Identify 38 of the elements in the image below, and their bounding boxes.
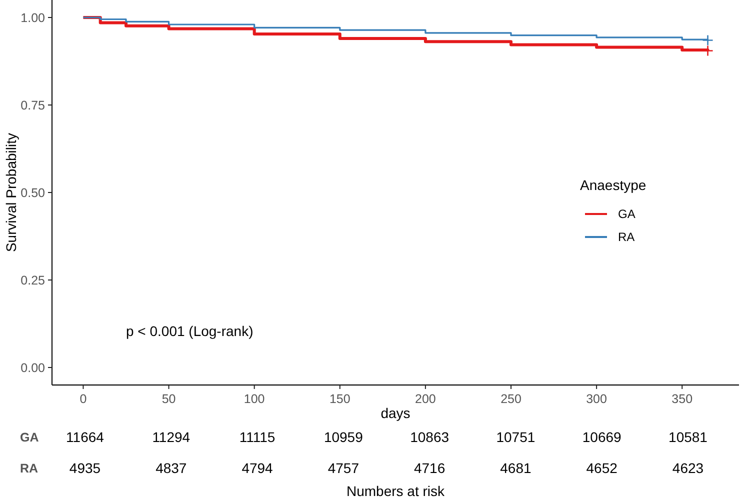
x-tick-label: 50 [162, 392, 176, 406]
data-label: 10669 [582, 428, 622, 445]
x-tick-label: 350 [672, 392, 693, 406]
data-label: 10581 [668, 428, 708, 445]
data-label: 10959 [324, 428, 364, 445]
data-label: 4757 [328, 460, 360, 476]
legend-label: GA [618, 207, 636, 222]
y-tick-label: GA [20, 430, 39, 444]
data-label: 11115 [239, 428, 276, 445]
data-label: 4681 [500, 460, 532, 476]
legend-label: RA [618, 230, 635, 244]
y-tick-label: 0.25 [20, 273, 46, 288]
y-tick-label: 0.00 [20, 360, 46, 375]
legend-title: Anaestype [580, 177, 646, 193]
data-label: 10751 [496, 428, 536, 445]
x-axis-title: Numbers at risk [346, 483, 446, 499]
x-tick-label: 250 [500, 392, 522, 406]
y-axis-title: Survival Probability [3, 132, 19, 252]
x-tick-label: 100 [244, 392, 265, 406]
y-tick-label: 0.50 [20, 186, 46, 200]
data-label: 4794 [242, 460, 274, 476]
data-label: 4935 [69, 460, 101, 476]
x-tick-label: 300 [586, 392, 608, 406]
data-label: 4716 [414, 460, 446, 476]
x-tick-label: 200 [415, 392, 436, 406]
annotation: p < 0.001 (Log-rank) [126, 323, 254, 339]
data-label: 4652 [586, 460, 618, 476]
y-tick-label: 1.00 [20, 10, 46, 25]
x-axis-title: days [380, 405, 410, 421]
data-label: 11664 [66, 428, 104, 445]
x-tick-label: 150 [329, 392, 350, 406]
y-tick-label: 0.75 [20, 98, 46, 112]
data-label: 4623 [672, 460, 704, 476]
y-tick-label: RA [20, 461, 38, 476]
data-label: 10863 [410, 428, 450, 445]
x-tick-label: 0 [80, 392, 87, 406]
data-label: 4837 [156, 460, 187, 476]
data-label: 11294 [152, 428, 190, 445]
